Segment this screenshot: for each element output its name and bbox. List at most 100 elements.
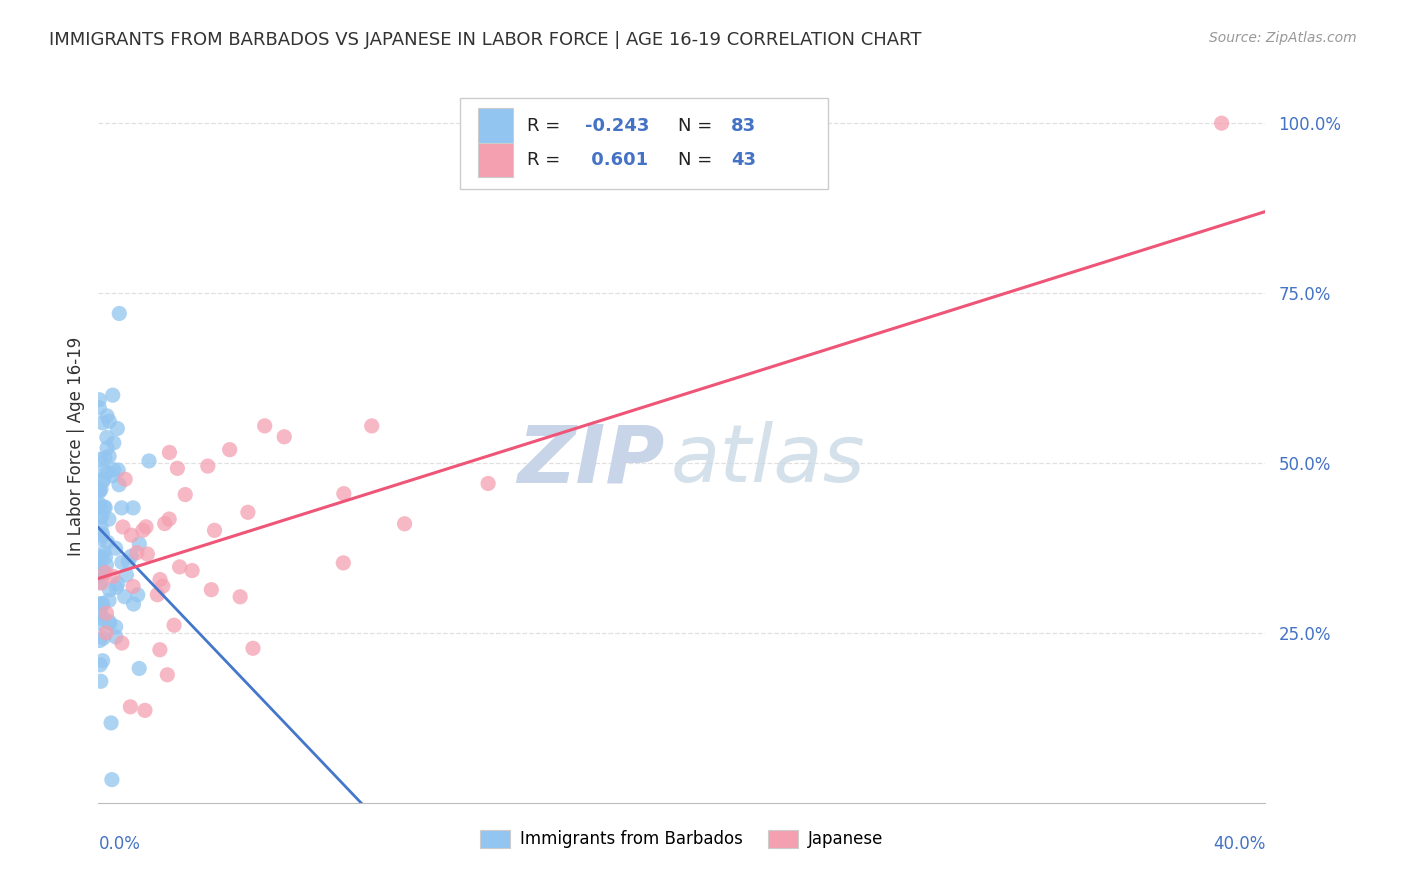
Point <box>159 445 181 459</box>
Point <box>128 661 150 675</box>
Y-axis label: In Labor Force | Age 16-19: In Labor Force | Age 16-19 <box>66 336 84 556</box>
Point <box>89 557 111 571</box>
Point <box>96 558 118 572</box>
Point <box>97 512 120 526</box>
Point <box>114 472 136 486</box>
Point <box>101 468 124 483</box>
Point <box>98 582 121 597</box>
Point <box>91 416 114 430</box>
Point <box>94 626 117 640</box>
Point <box>94 451 117 466</box>
Point <box>125 546 148 560</box>
Point <box>101 569 124 583</box>
Point <box>91 612 114 626</box>
Text: 83: 83 <box>731 117 756 135</box>
Point <box>105 421 128 435</box>
Point <box>152 579 174 593</box>
Point <box>135 520 157 534</box>
Point <box>242 641 264 656</box>
Point <box>89 484 111 499</box>
FancyBboxPatch shape <box>460 98 828 189</box>
Point <box>273 430 295 444</box>
Point <box>89 552 111 566</box>
Point <box>104 541 127 556</box>
Point <box>120 549 142 564</box>
Point <box>93 472 115 486</box>
Point <box>108 306 131 320</box>
Point <box>111 520 134 534</box>
Point <box>122 579 145 593</box>
Point <box>132 523 155 537</box>
Point <box>111 636 134 650</box>
Point <box>91 654 114 668</box>
Point <box>200 582 222 597</box>
Point <box>360 419 382 434</box>
Point <box>96 607 118 621</box>
Text: N =: N = <box>679 117 718 135</box>
Text: 0.601: 0.601 <box>585 151 648 169</box>
Point <box>91 566 114 580</box>
Point <box>157 512 180 526</box>
Point <box>96 465 118 479</box>
Point <box>98 593 121 607</box>
Point <box>89 616 111 631</box>
Text: 43: 43 <box>731 151 756 169</box>
Point <box>90 510 112 524</box>
Point <box>253 418 276 433</box>
Point <box>120 528 142 542</box>
Point <box>156 667 179 681</box>
Point <box>333 486 356 500</box>
Point <box>169 560 191 574</box>
Point <box>394 516 416 531</box>
Point <box>90 561 112 575</box>
Point <box>111 500 134 515</box>
Point <box>149 573 172 587</box>
Point <box>89 392 111 407</box>
Point <box>115 568 138 582</box>
Point <box>89 500 111 514</box>
Point <box>229 590 252 604</box>
Point <box>91 528 114 542</box>
Point <box>91 474 114 488</box>
Bar <box>478 143 513 177</box>
Point <box>218 442 240 457</box>
Point <box>90 674 112 689</box>
Point <box>98 414 121 428</box>
Point <box>236 505 259 519</box>
Point <box>89 568 111 582</box>
Text: R =: R = <box>527 117 565 135</box>
Point <box>163 618 186 632</box>
Point <box>89 497 111 511</box>
Point <box>90 508 112 523</box>
Text: atlas: atlas <box>671 421 865 500</box>
Point <box>93 464 115 478</box>
Point <box>94 566 117 580</box>
Point <box>96 441 118 455</box>
Text: N =: N = <box>679 151 718 169</box>
Text: Source: ZipAtlas.com: Source: ZipAtlas.com <box>1209 31 1357 45</box>
Text: IMMIGRANTS FROM BARBADOS VS JAPANESE IN LABOR FORCE | AGE 16-19 CORRELATION CHAR: IMMIGRANTS FROM BARBADOS VS JAPANESE IN … <box>49 31 922 49</box>
Point <box>89 560 111 574</box>
Point <box>89 575 111 590</box>
Point <box>122 597 145 611</box>
Point <box>94 550 117 565</box>
Point <box>114 590 136 604</box>
Point <box>89 401 111 415</box>
Point <box>93 500 115 514</box>
Point <box>153 516 176 531</box>
Point <box>128 537 150 551</box>
Legend: Immigrants from Barbados, Japanese: Immigrants from Barbados, Japanese <box>474 823 890 855</box>
Point <box>90 520 112 534</box>
Text: 40.0%: 40.0% <box>1213 835 1265 853</box>
Point <box>97 535 120 549</box>
Point <box>108 477 131 491</box>
Point <box>105 581 128 595</box>
Point <box>101 388 124 402</box>
Text: 0.0%: 0.0% <box>98 835 141 853</box>
Point <box>111 555 134 569</box>
Point <box>146 588 169 602</box>
Point <box>136 547 159 561</box>
Point <box>90 483 112 497</box>
Point <box>122 500 145 515</box>
Point <box>117 555 139 569</box>
